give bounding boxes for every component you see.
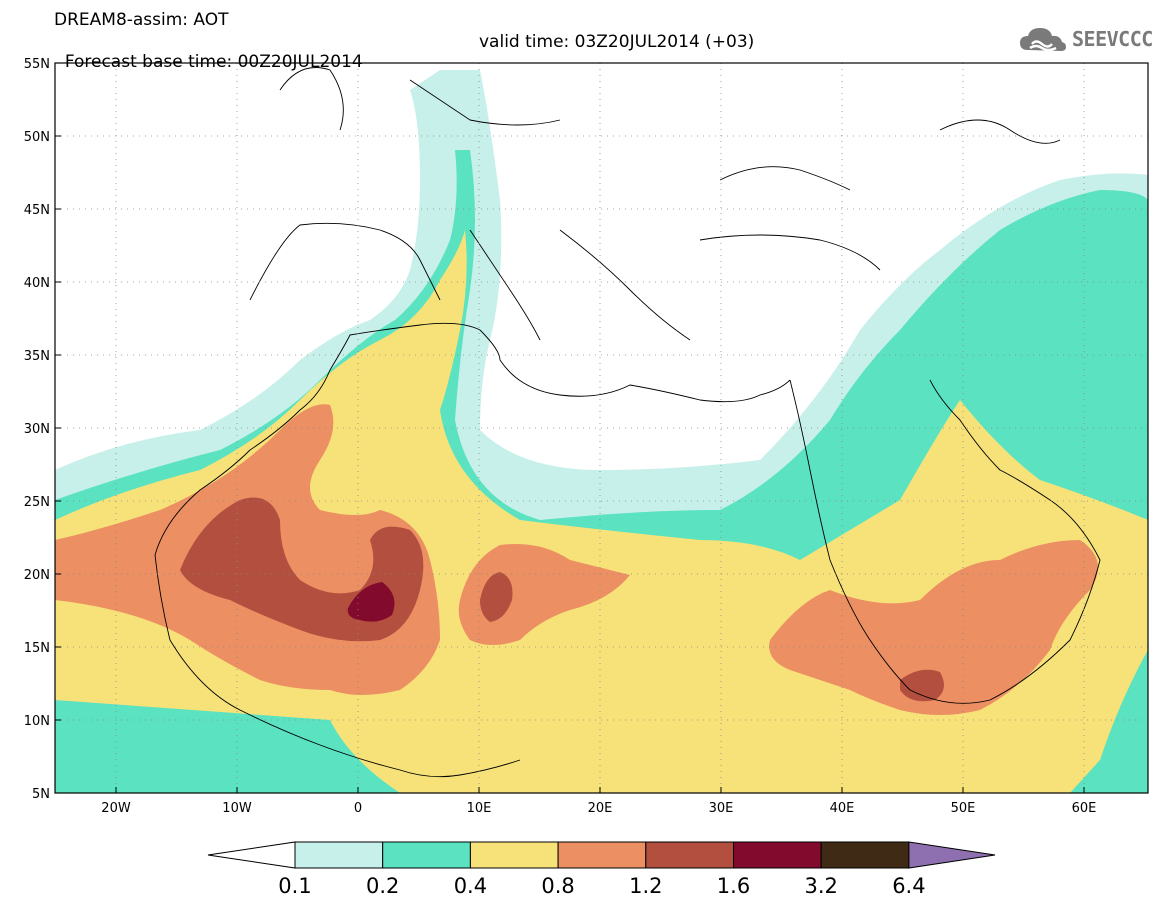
lat-tick-label: 40N: [24, 276, 50, 291]
aot-field: [55, 70, 1148, 793]
colorbar-swatch: [820, 841, 910, 869]
colorbar-extend-low: [207, 841, 296, 869]
colorbar-label: 0.8: [541, 874, 574, 898]
aot-band-1-6: [347, 582, 395, 622]
lat-tick-label: 20N: [24, 568, 50, 583]
colorbar-swatch: [294, 841, 384, 869]
aot-band-0-8: [458, 544, 630, 645]
colorbar-label: 6.4: [892, 874, 925, 898]
colorbar-swatch: [469, 841, 559, 869]
lat-tick-label: 45N: [24, 203, 50, 218]
logo-text: SEEVCCC: [1072, 27, 1153, 51]
colorbar-extend-high: [908, 841, 996, 869]
lon-tick-label: 40E: [830, 801, 855, 816]
lat-tick-label: 10N: [24, 714, 50, 729]
lon-tick-label: 60E: [1072, 801, 1097, 816]
base-time-label: Forecast base time: 00Z20JUL2014: [64, 52, 363, 72]
lon-tick-label: 20E: [588, 801, 613, 816]
colorbar-swatch: [557, 841, 647, 869]
map-title: DREAM8-assim: AOT: [54, 10, 229, 30]
colorbar-swatch: [645, 841, 734, 869]
seevccc-logo: SEEVCCC: [1018, 24, 1153, 54]
colorbar-swatch: [733, 841, 822, 869]
lat-tick-marks: [55, 62, 1085, 794]
lat-tick-label: 15N: [24, 641, 50, 656]
colorbar-label: 1.2: [629, 874, 662, 898]
lat-tick-label: 30N: [24, 422, 50, 437]
colorbar-label: 0.2: [366, 874, 399, 898]
graticule: [55, 63, 1148, 793]
lon-tick-label: 0: [354, 801, 362, 816]
colorbar-swatch: [382, 841, 471, 869]
lon-tick-label: 10W: [222, 801, 252, 816]
aot-band-0-8: [769, 540, 1098, 715]
colorbar-label: 1.6: [717, 874, 750, 898]
lon-tick-label: 30E: [709, 801, 734, 816]
colorbar-label: 0.4: [454, 874, 487, 898]
lat-tick-label: 50N: [24, 130, 50, 145]
lat-tick-labels: 55N 50N 45N 40N 35N 30N 25N 20N 15N 10N …: [24, 57, 50, 802]
lat-tick-label: 35N: [24, 349, 50, 364]
lat-tick-label: 25N: [24, 495, 50, 510]
colorbar-label: 0.1: [278, 874, 311, 898]
aot-band-1-2: [480, 572, 513, 622]
cloud-icon: [1020, 28, 1066, 52]
lat-tick-label: 5N: [32, 787, 50, 802]
colorbar-label: 3.2: [804, 874, 837, 898]
valid-time-label: valid time: 03Z20JUL2014 (+03): [479, 32, 755, 52]
lat-tick-label: 55N: [24, 57, 50, 72]
lon-tick-label: 20W: [101, 801, 131, 816]
aot-band-1-2: [900, 669, 944, 702]
lon-tick-label: 50E: [951, 801, 976, 816]
coastlines: [154, 67, 1101, 778]
lon-tick-label: 10E: [467, 801, 492, 816]
forecast-time-line: Forecast base time: 00Z20JUL2014 valid t…: [54, 32, 755, 92]
lon-tick-labels: 20W 10W 0 10E 20E 30E 40E 50E 60E: [101, 801, 1096, 816]
